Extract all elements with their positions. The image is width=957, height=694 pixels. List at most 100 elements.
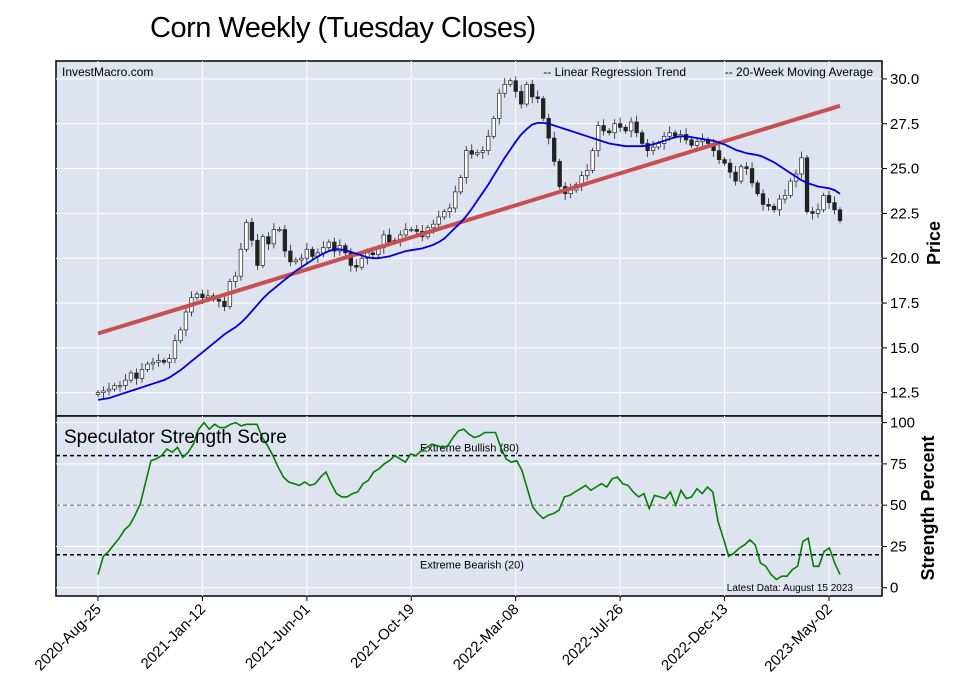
candle-body: [447, 207, 452, 212]
candle-body: [249, 222, 255, 241]
candle-body: [832, 202, 837, 211]
price-y-tick-label: 27.5: [890, 116, 919, 133]
strength-panel-title: Speculator Strength Score: [64, 427, 287, 448]
candle-body: [552, 137, 557, 162]
strength-y-tick-label: 25: [890, 538, 907, 555]
candle-body: [826, 195, 832, 203]
candle-body: [722, 159, 727, 164]
candle-body: [513, 80, 518, 92]
candle-body: [738, 166, 744, 182]
price-y-tick-label: 22.5: [890, 205, 919, 222]
chart-title: Corn Weekly (Tuesday Closes): [150, 12, 536, 44]
latest-data-footnote: Latest Data: August 15 2023: [727, 583, 854, 594]
x-tick-label: 2022-Jul-26: [559, 601, 627, 669]
candle-body: [326, 241, 331, 248]
candle-body: [799, 157, 804, 175]
candle-body: [656, 143, 661, 148]
candle-body: [519, 91, 524, 105]
candle-body: [694, 141, 700, 146]
x-tick-label: 2023-May-02: [761, 601, 836, 676]
candle-body: [194, 293, 200, 299]
strength-axis-label: Strength Percent: [918, 435, 938, 580]
candle-body: [321, 247, 326, 254]
candle-body: [689, 139, 694, 146]
strength-y-tick-label: 0: [890, 580, 898, 597]
candle-body: [233, 275, 238, 282]
candle-body: [134, 372, 139, 379]
candle-body: [766, 204, 771, 207]
candle-body: [123, 379, 128, 386]
candle-body: [782, 195, 788, 200]
price-y-tick-label: 12.5: [890, 385, 919, 402]
candle-body: [128, 372, 134, 381]
price-axis-label: Price: [924, 221, 944, 265]
candle-body: [634, 121, 639, 134]
candle-body: [733, 171, 738, 182]
candle-body: [178, 329, 183, 342]
candle-body: [628, 121, 634, 132]
price-lines: [97, 103, 841, 401]
candle-body: [255, 239, 260, 266]
candle-body: [727, 162, 733, 173]
price-panel: [55, 60, 883, 417]
candle-body: [277, 229, 282, 232]
x-axis: 2020-Aug-25 2021-Jan-12 2021-Jun-01 2021-Oc…: [31, 596, 836, 676]
candle-body: [744, 166, 749, 169]
candle-body: [700, 139, 705, 143]
candle-body: [238, 248, 244, 277]
watermark: InvestMacro.com: [62, 65, 153, 79]
candle-body: [332, 241, 337, 252]
candle-body: [304, 248, 310, 259]
candle-body: [101, 390, 106, 394]
candle-body: [95, 392, 101, 395]
candle-body: [804, 157, 810, 212]
price-y-axis: 12.5 15.0 17.5 20.0 22.5 25.0 27.5 30.0: [882, 71, 919, 402]
strength-line: [97, 421, 841, 581]
candle-body: [403, 229, 408, 236]
strength-y-tick-label: 50: [890, 497, 907, 514]
legend-regression: -- Linear Regression Trend: [543, 65, 686, 79]
candle-body: [222, 300, 227, 307]
x-tick-label: 2021-Jan-12: [138, 601, 210, 673]
candle-body: [436, 216, 441, 225]
x-tick-label: 2021-Oct-19: [347, 601, 418, 672]
candle-body: [596, 125, 601, 151]
candle-body: [590, 150, 595, 171]
price-candles: [95, 76, 843, 399]
candle-body: [260, 236, 266, 266]
candle-body: [667, 132, 672, 137]
candle-body: [271, 229, 277, 245]
candle-body: [409, 229, 414, 232]
candle-body: [716, 150, 722, 160]
candle-body: [167, 358, 172, 363]
candle-body: [585, 170, 590, 177]
candle-body: [491, 118, 496, 137]
candle-body: [755, 182, 760, 195]
strength-y-tick-label: 100: [890, 415, 915, 432]
strength-gridlines: [56, 416, 882, 596]
candle-body: [183, 311, 189, 331]
candle-body: [557, 161, 562, 187]
candle-body: [535, 96, 540, 100]
candle-body: [172, 340, 178, 359]
candle-body: [541, 98, 546, 119]
price-y-tick-label: 15.0: [890, 340, 919, 357]
candle-body: [502, 83, 507, 94]
strength-panel: [55, 415, 883, 597]
candle-body: [442, 211, 447, 218]
x-tick-label: 2020-Aug-25: [31, 601, 104, 674]
candle-body: [815, 209, 821, 214]
reference-line-label: Extreme Bullish (80): [420, 443, 519, 455]
strength-y-tick-label: 75: [890, 456, 907, 473]
candle-body: [777, 198, 782, 211]
candle-body: [650, 146, 656, 151]
strength-y-axis: 0 25 50 75 100: [882, 415, 915, 597]
candle-body: [469, 150, 474, 155]
candle-body: [205, 295, 211, 299]
x-tick-label: 2022-Mar-08: [450, 601, 523, 674]
candle-body: [530, 83, 535, 98]
candle-body: [161, 360, 167, 363]
candle-body: [150, 361, 156, 365]
legend-moving-average: -- 20-Week Moving Average: [725, 65, 874, 79]
